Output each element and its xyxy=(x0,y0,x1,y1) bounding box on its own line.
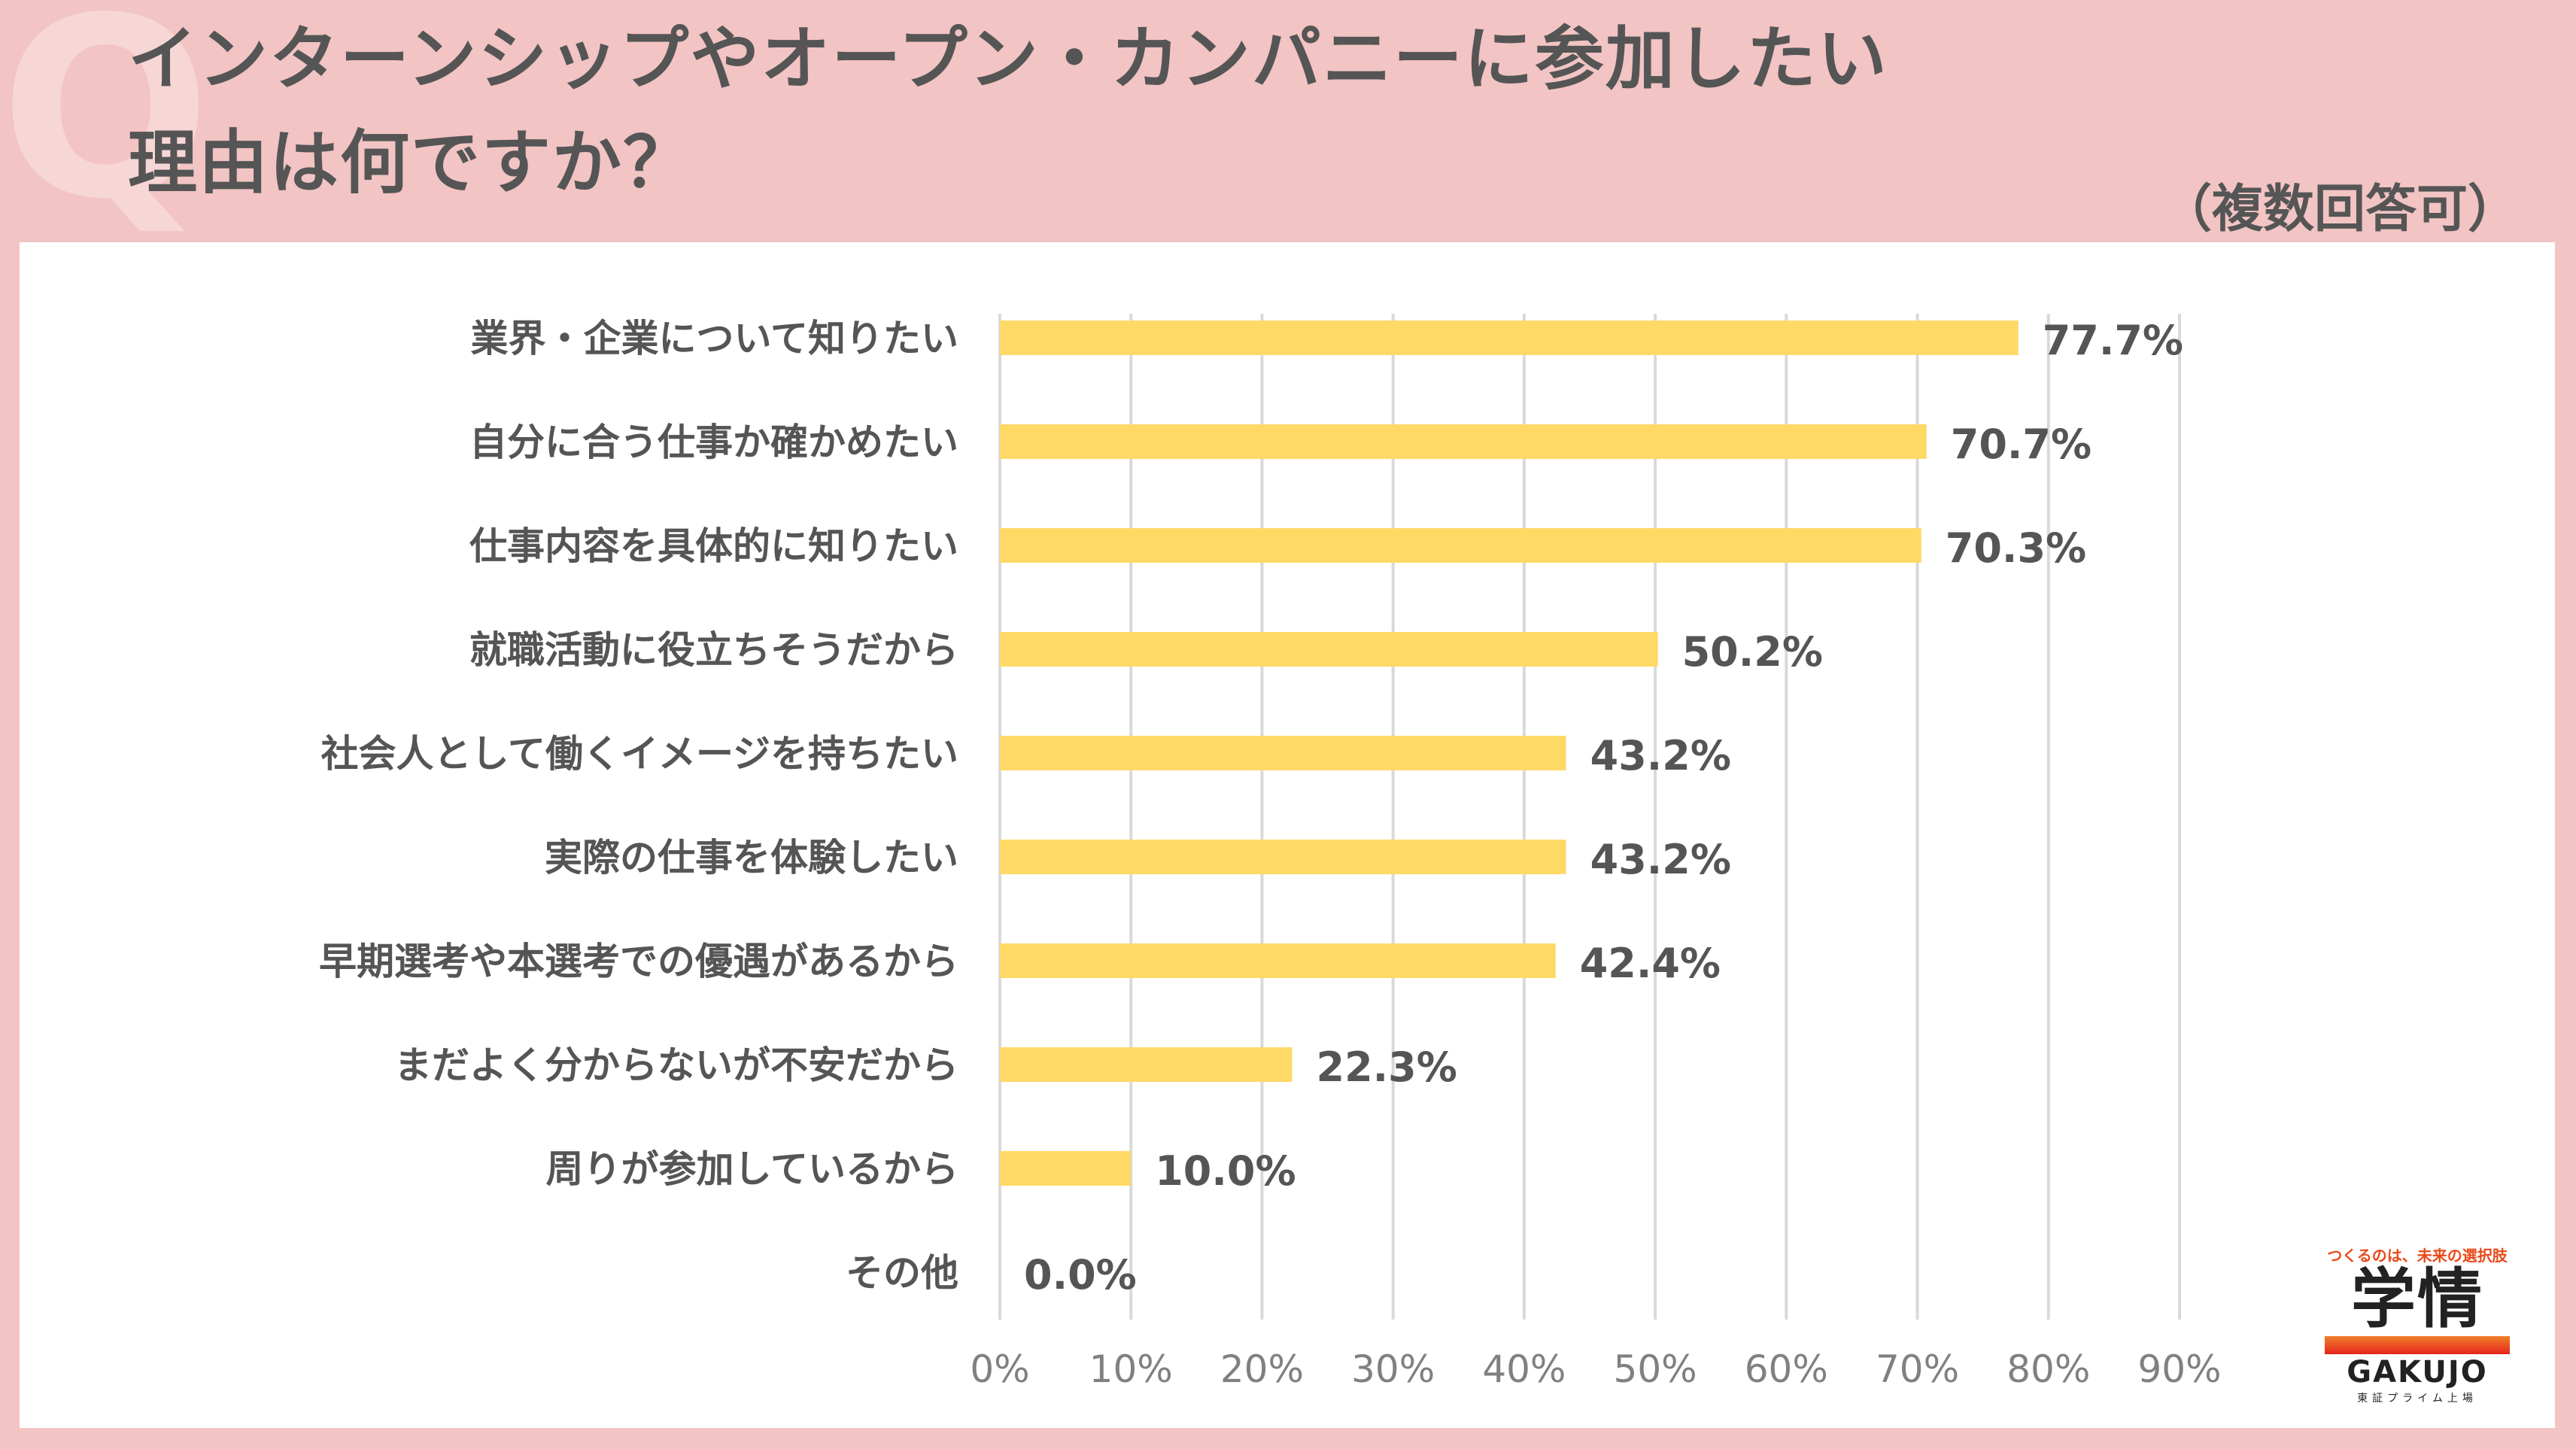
bar xyxy=(1000,736,1566,770)
logo-kanji: 学情 xyxy=(2351,1261,2483,1337)
x-tick-label: 10% xyxy=(1089,1347,1173,1391)
bar xyxy=(1000,943,1556,978)
title-line-2: 理由は何ですか？ xyxy=(128,123,694,203)
title-line-1: インターンシップやオープン・カンパニーに参加したい xyxy=(128,19,1888,99)
logo-color-bar xyxy=(2325,1336,2510,1354)
page-title: インターンシップやオープン・カンパニーに参加したい 理由は何ですか？ xyxy=(128,8,1888,215)
category-label: 自分に合う仕事か確かめたい xyxy=(469,421,958,464)
data-label: 22.3% xyxy=(1317,1043,1457,1091)
data-label: 70.7% xyxy=(1951,421,2091,468)
x-tick-label: 50% xyxy=(1614,1347,1697,1391)
data-labels: 77.7% 70.7% 70.3% 50.2% 43.2% 43.2% 42.4% 22.3%… xyxy=(1024,317,2183,1299)
multiple-answer-note: （複数回答可） xyxy=(2160,180,2519,239)
logo-brand: GAKUJO xyxy=(2347,1355,2488,1390)
logo-tagline: つくるのは、未来の選択肢 xyxy=(2327,1246,2508,1265)
x-tick-label: 0% xyxy=(970,1347,1029,1391)
bar xyxy=(1000,424,1927,459)
bar xyxy=(1000,632,1658,667)
chart-panel: 業界・企業について知りたい 自分に合う仕事か確かめたい 仕事内容を具体的に知りたい就… xyxy=(20,242,2555,1428)
x-tick-label: 40% xyxy=(1482,1347,1566,1391)
bar-chart: 業界・企業について知りたい自分に合う仕事か確かめたい仕事内容を具体的に知りたい就… xyxy=(319,314,2222,1391)
data-label: 42.4% xyxy=(1580,940,1721,987)
bar xyxy=(1000,320,2019,355)
grid-lines xyxy=(998,314,2181,1320)
x-tick-label: 80% xyxy=(2006,1347,2090,1391)
data-label: 0.0% xyxy=(1024,1251,1137,1299)
x-tick-label: 60% xyxy=(1745,1347,1828,1391)
category-label: 早期選考や本選考での優遇があるから xyxy=(319,940,958,983)
x-tick-label: 70% xyxy=(1876,1347,1959,1391)
x-tick-label: 20% xyxy=(1220,1347,1304,1391)
x-tick-label: 90% xyxy=(2137,1347,2221,1391)
category-label: その他 xyxy=(846,1251,958,1295)
category-label: 業界・企業について知りたい xyxy=(471,317,959,360)
data-label: 43.2% xyxy=(1590,836,1731,883)
category-label: まだよく分からないが不安だから xyxy=(394,1043,958,1087)
q-watermark: Q xyxy=(0,0,211,254)
data-label: 10.0% xyxy=(1155,1147,1296,1195)
x-tick-label: 30% xyxy=(1351,1347,1435,1391)
category-label: 仕事内容を具体的に知りたい xyxy=(469,524,958,568)
category-labels: 業界・企業について知りたい自分に合う仕事か確かめたい仕事内容を具体的に知りたい就… xyxy=(319,317,958,1295)
gakujo-logo: つくるのは、未来の選択肢 学情 GAKUJO 東証プライム上場 xyxy=(2308,1244,2526,1405)
bars xyxy=(1000,320,2019,1186)
data-label: 77.7% xyxy=(2043,317,2183,364)
data-label: 50.2% xyxy=(1682,628,1823,676)
data-label: 70.3% xyxy=(1946,524,2086,572)
logo-listing: 東証プライム上場 xyxy=(2357,1393,2477,1405)
category-label: 社会人として働くイメージを持ちたい xyxy=(321,732,959,776)
bar xyxy=(1000,840,1566,874)
bar xyxy=(1000,528,1921,563)
bar xyxy=(1000,1047,1293,1082)
data-label: 43.2% xyxy=(1590,732,1731,779)
x-axis-tick-labels: 0% 10% 20% 30% 40% 50% 60% 70% 80% 90% xyxy=(970,1347,2221,1391)
category-label: 実際の仕事を体験したい xyxy=(545,836,958,879)
category-label: 就職活動に役立ちそうだから xyxy=(469,628,958,672)
category-label: 周りが参加しているから xyxy=(546,1147,959,1191)
bar xyxy=(1000,1151,1132,1186)
